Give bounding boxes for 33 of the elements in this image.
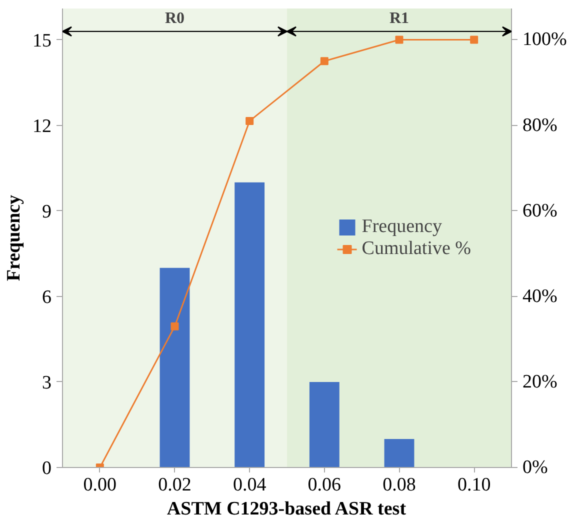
y-tick-label: 12: [32, 116, 52, 137]
x-tick-label: 0.04: [232, 474, 267, 496]
point: [470, 36, 478, 44]
y-axis-title: Frequency: [4, 194, 24, 282]
band-label: R1: [389, 10, 410, 28]
y-tick-label: 6: [42, 286, 52, 308]
point: [170, 322, 179, 330]
y-tick-label: 9: [42, 201, 52, 222]
legend-label: Cumulative %: [362, 238, 471, 260]
y2-tick-label: 40%: [522, 286, 558, 307]
x-tick-label: 0.02: [158, 474, 192, 496]
point: [395, 36, 404, 44]
bar: [384, 438, 414, 468]
point: [246, 117, 254, 126]
point: [320, 57, 328, 66]
band-label: R0: [164, 10, 185, 28]
bar: [234, 182, 265, 468]
y2-tick-label: 20%: [522, 371, 558, 392]
y-tick-label: 0: [42, 458, 52, 479]
y-tick-label: 15: [32, 30, 52, 52]
y-tick-label: 3: [42, 372, 52, 394]
x-tick-label: 0.06: [308, 474, 342, 496]
y2-tick-label: 0%: [522, 457, 548, 478]
bar: [309, 382, 340, 468]
y2-tick-label: 60%: [522, 200, 558, 222]
x-tick-label: 0.08: [382, 474, 416, 496]
legend-label: Frequency: [362, 216, 442, 238]
bar: [160, 268, 190, 468]
x-axis-title: ASTM C1293-based ASR test: [166, 498, 407, 520]
y2-tick-label: 80%: [522, 114, 558, 136]
x-tick-label: 0.00: [83, 474, 117, 496]
y2-tick-label: 100%: [522, 29, 567, 50]
x-tick-label: 0.10: [457, 474, 491, 496]
